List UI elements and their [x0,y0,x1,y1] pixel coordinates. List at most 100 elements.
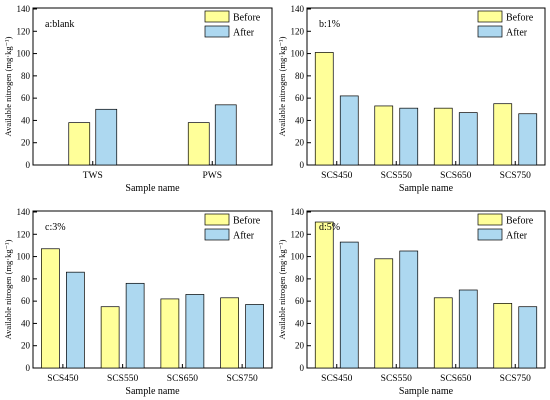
legend-label-after: After [506,28,528,39]
y-tick-label: 100 [291,252,305,262]
x-tick-label: SCS550 [381,171,412,181]
bar-after-scs750 [518,306,538,369]
bar-before-scs450 [314,221,334,369]
y-tick-label: 80 [295,274,305,284]
legend-swatch-before [204,10,230,23]
x-tick-label: SCS650 [167,374,198,384]
legend-swatch-after [204,228,230,241]
bar-after-scs550 [399,107,419,166]
bar-after-scs650 [458,112,478,166]
y-tick-label: 140 [17,4,31,14]
y-tick-label: 60 [21,93,31,103]
y-tick-label: 60 [21,296,31,306]
legend-swatch-before [477,10,503,23]
legend-swatch-after [204,25,230,38]
y-tick-label: 0 [300,160,305,170]
bar-before-scs450 [41,248,60,369]
x-axis-label: Sample name [399,183,454,194]
chart-panel-4: 0 20 40 60 80 100 120 140 SCS450 SCS550 SCS650 SCS7… [277,207,546,397]
bar-after-scs750 [518,113,538,166]
x-tick-label: SCS650 [440,374,471,384]
bar-before-scs650 [160,298,180,369]
panel-title: b:1% [319,19,340,30]
y-tick-label: 40 [21,115,31,125]
legend-swatch-after [477,25,503,38]
y-axis-label: Available nitrogen (mg·kg⁻¹) [277,239,287,339]
y-tick-label: 120 [291,229,305,239]
y-tick-label: 80 [21,71,31,81]
legend-label-before: Before [506,13,534,24]
y-axis-label: Available nitrogen (mg·kg⁻¹) [277,36,287,136]
bar-before-tws [68,122,91,166]
bar-after-scs650 [185,294,205,369]
bar-after-pws [214,104,237,166]
bar-before-scs450 [314,52,334,166]
bar-after-scs650 [458,289,478,369]
x-tick-label: PWS [202,171,222,181]
y-tick-label: 20 [21,138,31,148]
chart-panel-1: 0 20 40 60 80 100 120 140 TWS PWS a:blank Before Aft… [3,4,273,194]
panel-title: d:5% [319,222,340,233]
y-tick-label: 120 [291,26,305,36]
legend-label-before: Before [233,13,261,24]
bar-before-scs750 [220,297,239,369]
y-tick-label: 60 [295,296,305,306]
plot-frame [306,7,546,166]
x-tick-label: SCS750 [500,374,531,384]
x-tick-label: SCS750 [500,171,531,181]
y-tick-label: 20 [295,138,305,148]
x-axis-label: Sample name [399,386,454,397]
bar-after-scs450 [339,241,359,369]
y-tick-label: 140 [291,207,305,217]
y-tick-label: 0 [26,160,31,170]
plot-frame [32,210,273,369]
bar-before-scs650 [433,297,453,369]
x-tick-label: SCS550 [381,374,412,384]
y-tick-label: 0 [26,363,31,373]
y-tick-label: 80 [295,71,305,81]
plot-frame [32,7,273,166]
legend-label-after: After [506,231,528,242]
x-tick-label: SCS450 [321,171,352,181]
y-tick-label: 0 [300,363,305,373]
x-tick-label: SCS750 [227,374,258,384]
y-tick-label: 40 [295,318,305,328]
x-tick-label: SCS450 [321,374,352,384]
x-tick-label: SCS450 [47,374,78,384]
legend-label-before: Before [506,216,534,227]
y-tick-label: 100 [17,49,31,59]
bar-before-scs550 [100,306,120,369]
y-tick-label: 140 [17,207,31,217]
legend-label-after: After [233,28,255,39]
y-tick-label: 80 [21,274,31,284]
legend-label-before: Before [233,216,261,227]
legend-swatch-before [477,213,503,226]
bar-before-scs550 [374,258,394,369]
y-tick-label: 20 [295,341,305,351]
chart-panel-2: 0 20 40 60 80 100 120 140 SCS450 SCS550 SCS650 SCS7… [277,4,546,194]
x-tick-label: SCS550 [107,374,138,384]
y-tick-label: 120 [17,26,31,36]
y-tick-label: 60 [295,93,305,103]
y-tick-label: 40 [295,115,305,125]
y-tick-label: 100 [291,49,305,59]
legend-swatch-after [477,228,503,241]
bar-after-scs550 [125,282,145,369]
y-tick-label: 20 [21,341,31,351]
bar-before-scs750 [493,103,513,166]
bar-before-scs550 [374,105,394,166]
x-tick-label: TWS [83,171,103,181]
bar-after-scs750 [245,304,264,369]
plot-frame [306,210,546,369]
x-axis-label: Sample name [125,183,180,194]
bar-after-scs550 [399,250,419,369]
chart-panel-3: 0 20 40 60 80 100 120 140 SCS450 SCS550 SCS650 SCS7… [3,207,273,397]
x-axis-label: Sample name [125,386,180,397]
y-axis-label: Available nitrogen (mg·kg⁻¹) [3,239,13,339]
panel-title: a:blank [45,19,74,30]
legend-label-after: After [233,231,255,242]
y-tick-label: 120 [17,229,31,239]
y-tick-label: 140 [291,4,305,14]
bar-before-scs750 [493,303,513,369]
